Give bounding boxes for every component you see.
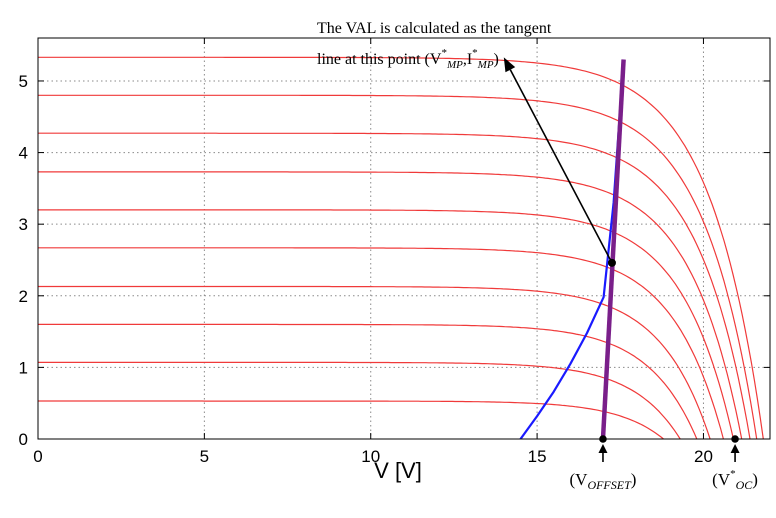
- iv-curve: [38, 400, 664, 439]
- annotation: The VAL is calculated as the tangent lin…: [317, 20, 616, 267]
- annotation-arrow-shaft: [509, 69, 613, 264]
- annotation-sup1: *: [441, 47, 447, 59]
- annotation-sub1: MP: [446, 59, 463, 71]
- plot-frame: [37, 37, 771, 440]
- plot-area: [38, 56, 764, 439]
- marker-label-base: (V: [712, 470, 731, 489]
- x-tick-label: 15: [528, 447, 547, 466]
- y-tick-label: 3: [19, 215, 28, 234]
- x-axis-title: V [V]: [374, 458, 422, 483]
- x-tick-label: 10: [361, 447, 380, 466]
- marker-label: (VOFFSET): [569, 470, 636, 492]
- y-tick-label: 1: [19, 358, 28, 377]
- iv-curve: [38, 209, 734, 439]
- marker-label-sub: OFFSET: [587, 478, 632, 492]
- annotation-text-line2: line at this point (V*MP,I*MP): [317, 47, 499, 71]
- iv-curve: [38, 94, 758, 439]
- x-tick-label: 5: [200, 447, 209, 466]
- axis-ticks: 0 5 10 15 20 0 1 2 3 4 5: [19, 38, 770, 466]
- marker-label-base: (V: [569, 470, 588, 489]
- annotation-line2-prefix: line at this point (V: [317, 51, 442, 68]
- y-tick-label: 2: [19, 287, 28, 306]
- annotation-sup2: *: [472, 47, 478, 59]
- annotation-line2-suffix: ): [494, 51, 499, 68]
- mpp-point: [607, 258, 616, 267]
- marker-label-suffix: ): [752, 470, 758, 489]
- tangent-line: [600, 59, 626, 439]
- y-tick-label: 4: [19, 144, 28, 163]
- marker-label-suffix: ): [631, 470, 637, 489]
- iv-curve: [38, 361, 681, 439]
- grid: [38, 38, 770, 439]
- axis-marker-dot: [599, 435, 607, 443]
- iv-curve: [38, 56, 764, 439]
- iv-curve: [38, 323, 698, 439]
- x-tick-label: 20: [694, 447, 713, 466]
- marker-label: (V*OC): [712, 468, 758, 492]
- marker-arrow-head: [730, 444, 740, 453]
- annotation-arrow-head: [503, 57, 516, 73]
- x-tick-label: 0: [33, 447, 42, 466]
- annotation-sub2: MP: [477, 59, 494, 71]
- annotation-line2-mid: ,I: [463, 51, 472, 68]
- marker-label-sub: OC: [736, 478, 754, 492]
- iv-curve: [38, 132, 751, 439]
- iv-curve: [38, 171, 743, 439]
- mpp-locus-curve: [519, 59, 625, 439]
- marker-label-sup: *: [730, 468, 736, 480]
- marker-arrow-head: [598, 444, 608, 453]
- voltage-markers: (VOFFSET) (V*OC): [569, 435, 758, 492]
- y-tick-label: 0: [19, 430, 28, 449]
- iv-curve: [38, 285, 711, 439]
- y-tick-label: 5: [19, 72, 28, 91]
- axis-marker-dot: [731, 435, 739, 443]
- annotation-text-line1: The VAL is calculated as the tangent: [317, 20, 552, 37]
- iv-curve: [38, 247, 724, 439]
